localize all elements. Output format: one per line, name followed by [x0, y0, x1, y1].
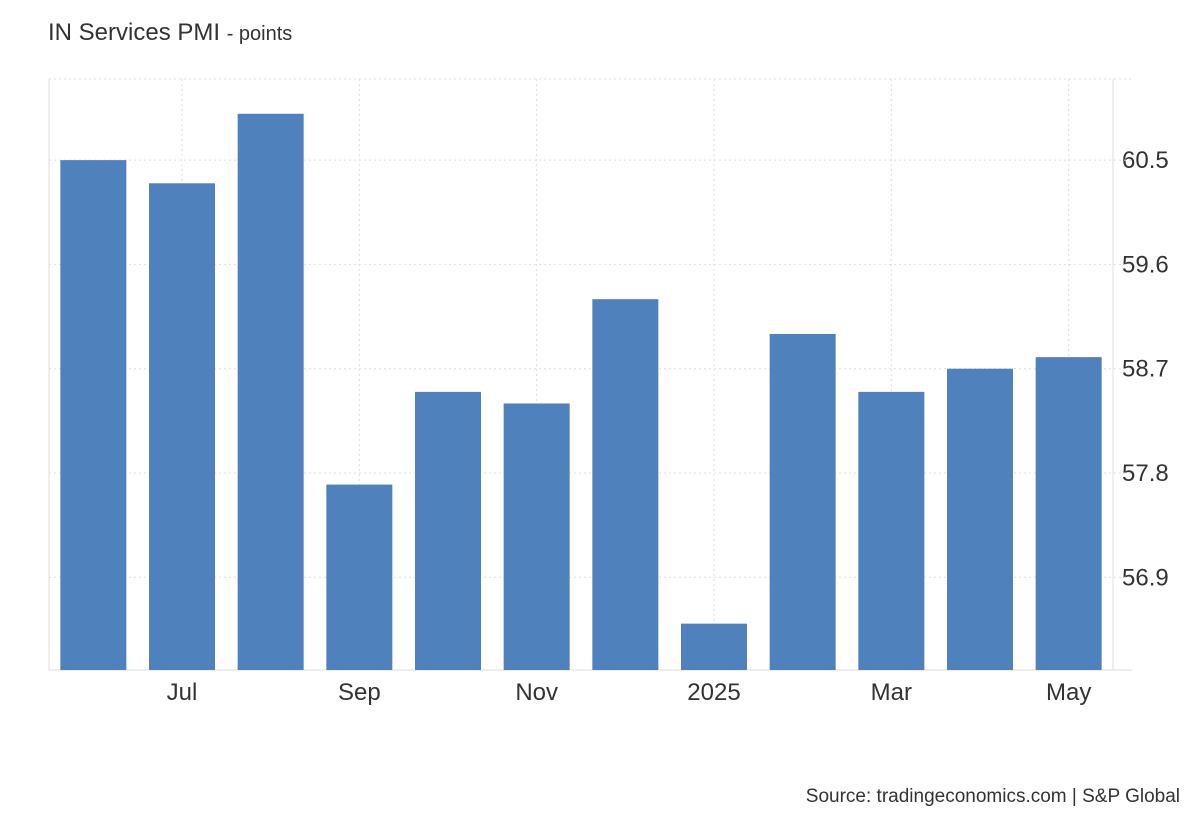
bar [60, 160, 127, 670]
bar [592, 299, 659, 670]
x-tick-label: 2025 [687, 679, 740, 706]
bar [769, 333, 836, 670]
x-tick-label: Sep [338, 679, 381, 706]
subtitle: - points [227, 23, 293, 45]
bar [503, 403, 570, 670]
bar [1035, 357, 1102, 670]
x-tick-label: Mar [871, 679, 912, 706]
chart-title: IN Services PMI - points [48, 19, 292, 46]
source: Source: tradingeconomics.com | S&P Globa… [806, 786, 1180, 807]
bar [681, 623, 747, 670]
bar [149, 183, 215, 670]
x-tick-label: Jul [167, 679, 198, 706]
x-tick-label: Nov [515, 679, 558, 706]
bar [947, 368, 1013, 670]
title: IN Services PMI [48, 19, 220, 46]
bar [237, 113, 304, 670]
bar [326, 484, 393, 670]
bar [415, 391, 481, 670]
x-tick-label: May [1046, 679, 1091, 706]
bar [858, 391, 925, 670]
